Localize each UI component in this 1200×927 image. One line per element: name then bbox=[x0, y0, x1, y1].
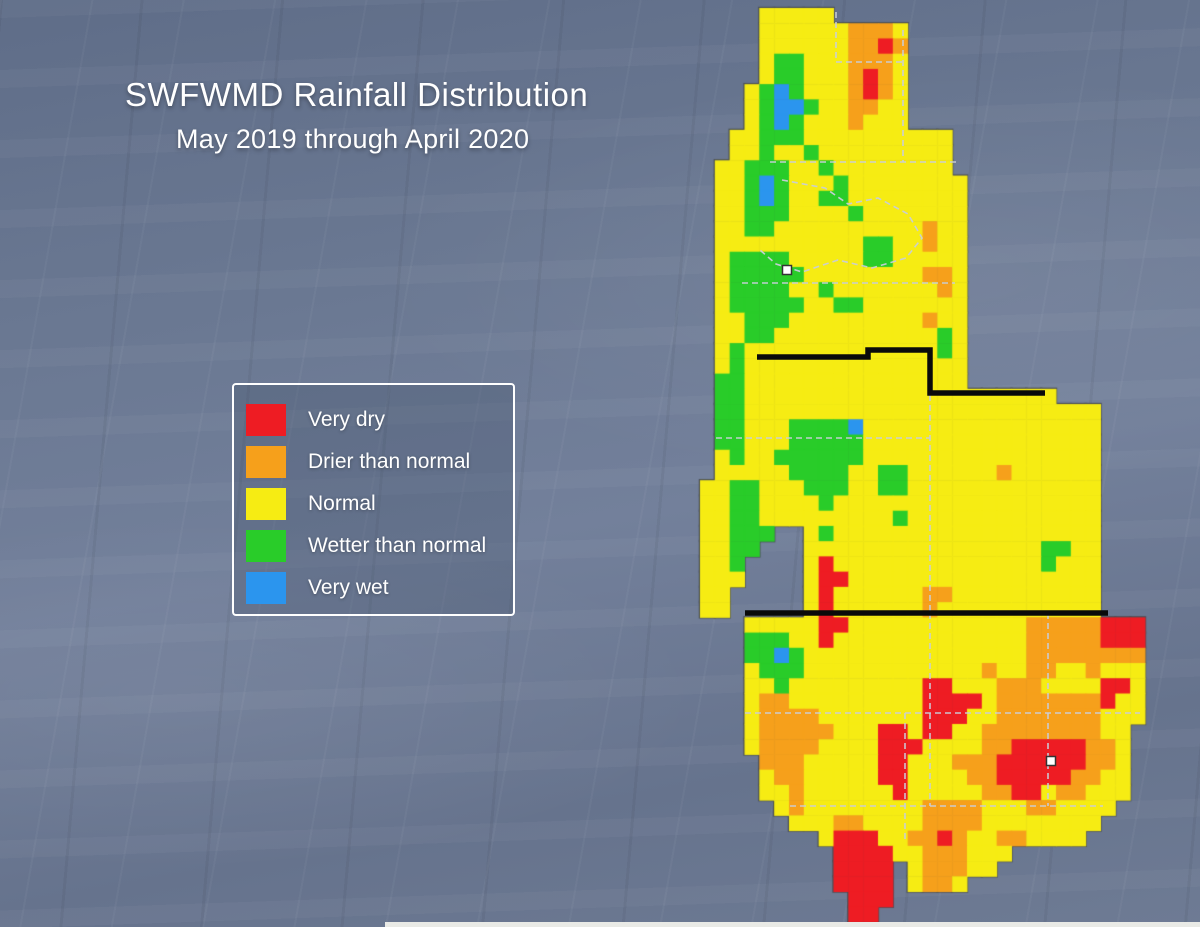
legend-swatch-icon bbox=[246, 530, 286, 562]
legend-swatch-icon bbox=[246, 488, 286, 520]
legend: Very dry Drier than normal Normal Wetter th… bbox=[232, 383, 515, 616]
legend-item: Normal bbox=[246, 483, 513, 525]
legend-item: Very dry bbox=[246, 399, 513, 441]
legend-swatch-icon bbox=[246, 404, 286, 436]
legend-swatch-icon bbox=[246, 572, 286, 604]
legend-item: Very wet bbox=[246, 567, 513, 609]
legend-label: Wetter than normal bbox=[308, 534, 487, 557]
region-boundary-line bbox=[757, 347, 1045, 396]
station-marker-icon bbox=[1045, 755, 1057, 767]
legend-swatch-icon bbox=[246, 446, 286, 478]
legend-item: Wetter than normal bbox=[246, 525, 513, 567]
legend-label: Very dry bbox=[308, 408, 386, 431]
map-subtitle: May 2019 through April 2020 bbox=[176, 124, 530, 154]
legend-item: Drier than normal bbox=[246, 441, 513, 483]
legend-items: Very dry Drier than normal Normal Wetter th… bbox=[246, 399, 513, 609]
legend-label: Drier than normal bbox=[308, 450, 471, 473]
bottom-page-edge bbox=[385, 922, 1200, 927]
county-boundary-line bbox=[759, 179, 923, 273]
legend-label: Very wet bbox=[308, 576, 389, 599]
map-title: SWFWMD Rainfall Distribution bbox=[125, 76, 589, 113]
station-marker-icon bbox=[781, 264, 793, 276]
legend-label: Normal bbox=[308, 492, 376, 515]
